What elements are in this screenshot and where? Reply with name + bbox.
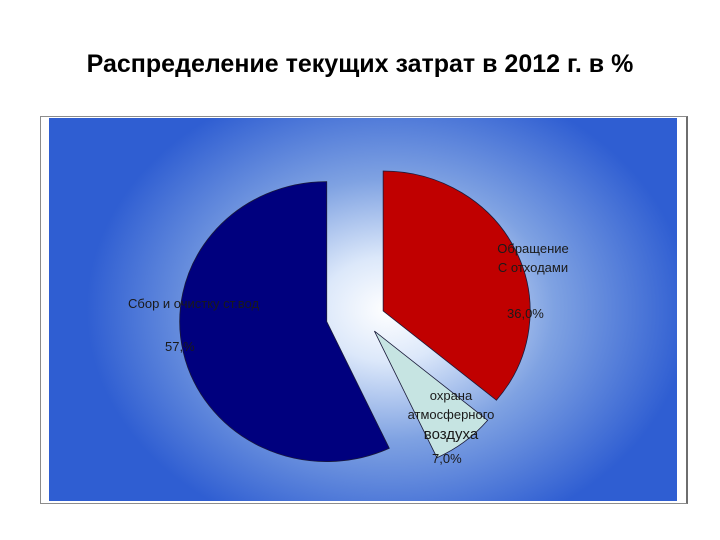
slice-value-air: 7,0%: [432, 451, 462, 466]
slice-label-waste-line-1: Обращение: [497, 241, 569, 256]
slice-label-waste: Обращение С отходами: [478, 241, 588, 276]
slice-label-wastewater: Сбор и очистку ст.вод: [128, 296, 260, 311]
slice-label-air-line-1: охрана: [429, 388, 473, 403]
slice-label-waste-line-2: С отходами: [497, 259, 569, 275]
slice-value-wastewater: 57,%: [165, 339, 195, 354]
slice-label-air-line-3: воздуха: [423, 425, 479, 443]
slice-value-waste: 36,0%: [507, 306, 544, 321]
pie-slice-waste: [382, 170, 531, 401]
slice-label-air-line-2: атмосферного: [407, 406, 495, 422]
pie-slice-wastewater: [179, 181, 390, 462]
slice-label-air: охрана атмосферного воздуха: [392, 388, 510, 443]
chart-title: Распределение текущих затрат в 2012 г. в…: [86, 50, 634, 78]
pie-slice-air: [374, 330, 489, 459]
